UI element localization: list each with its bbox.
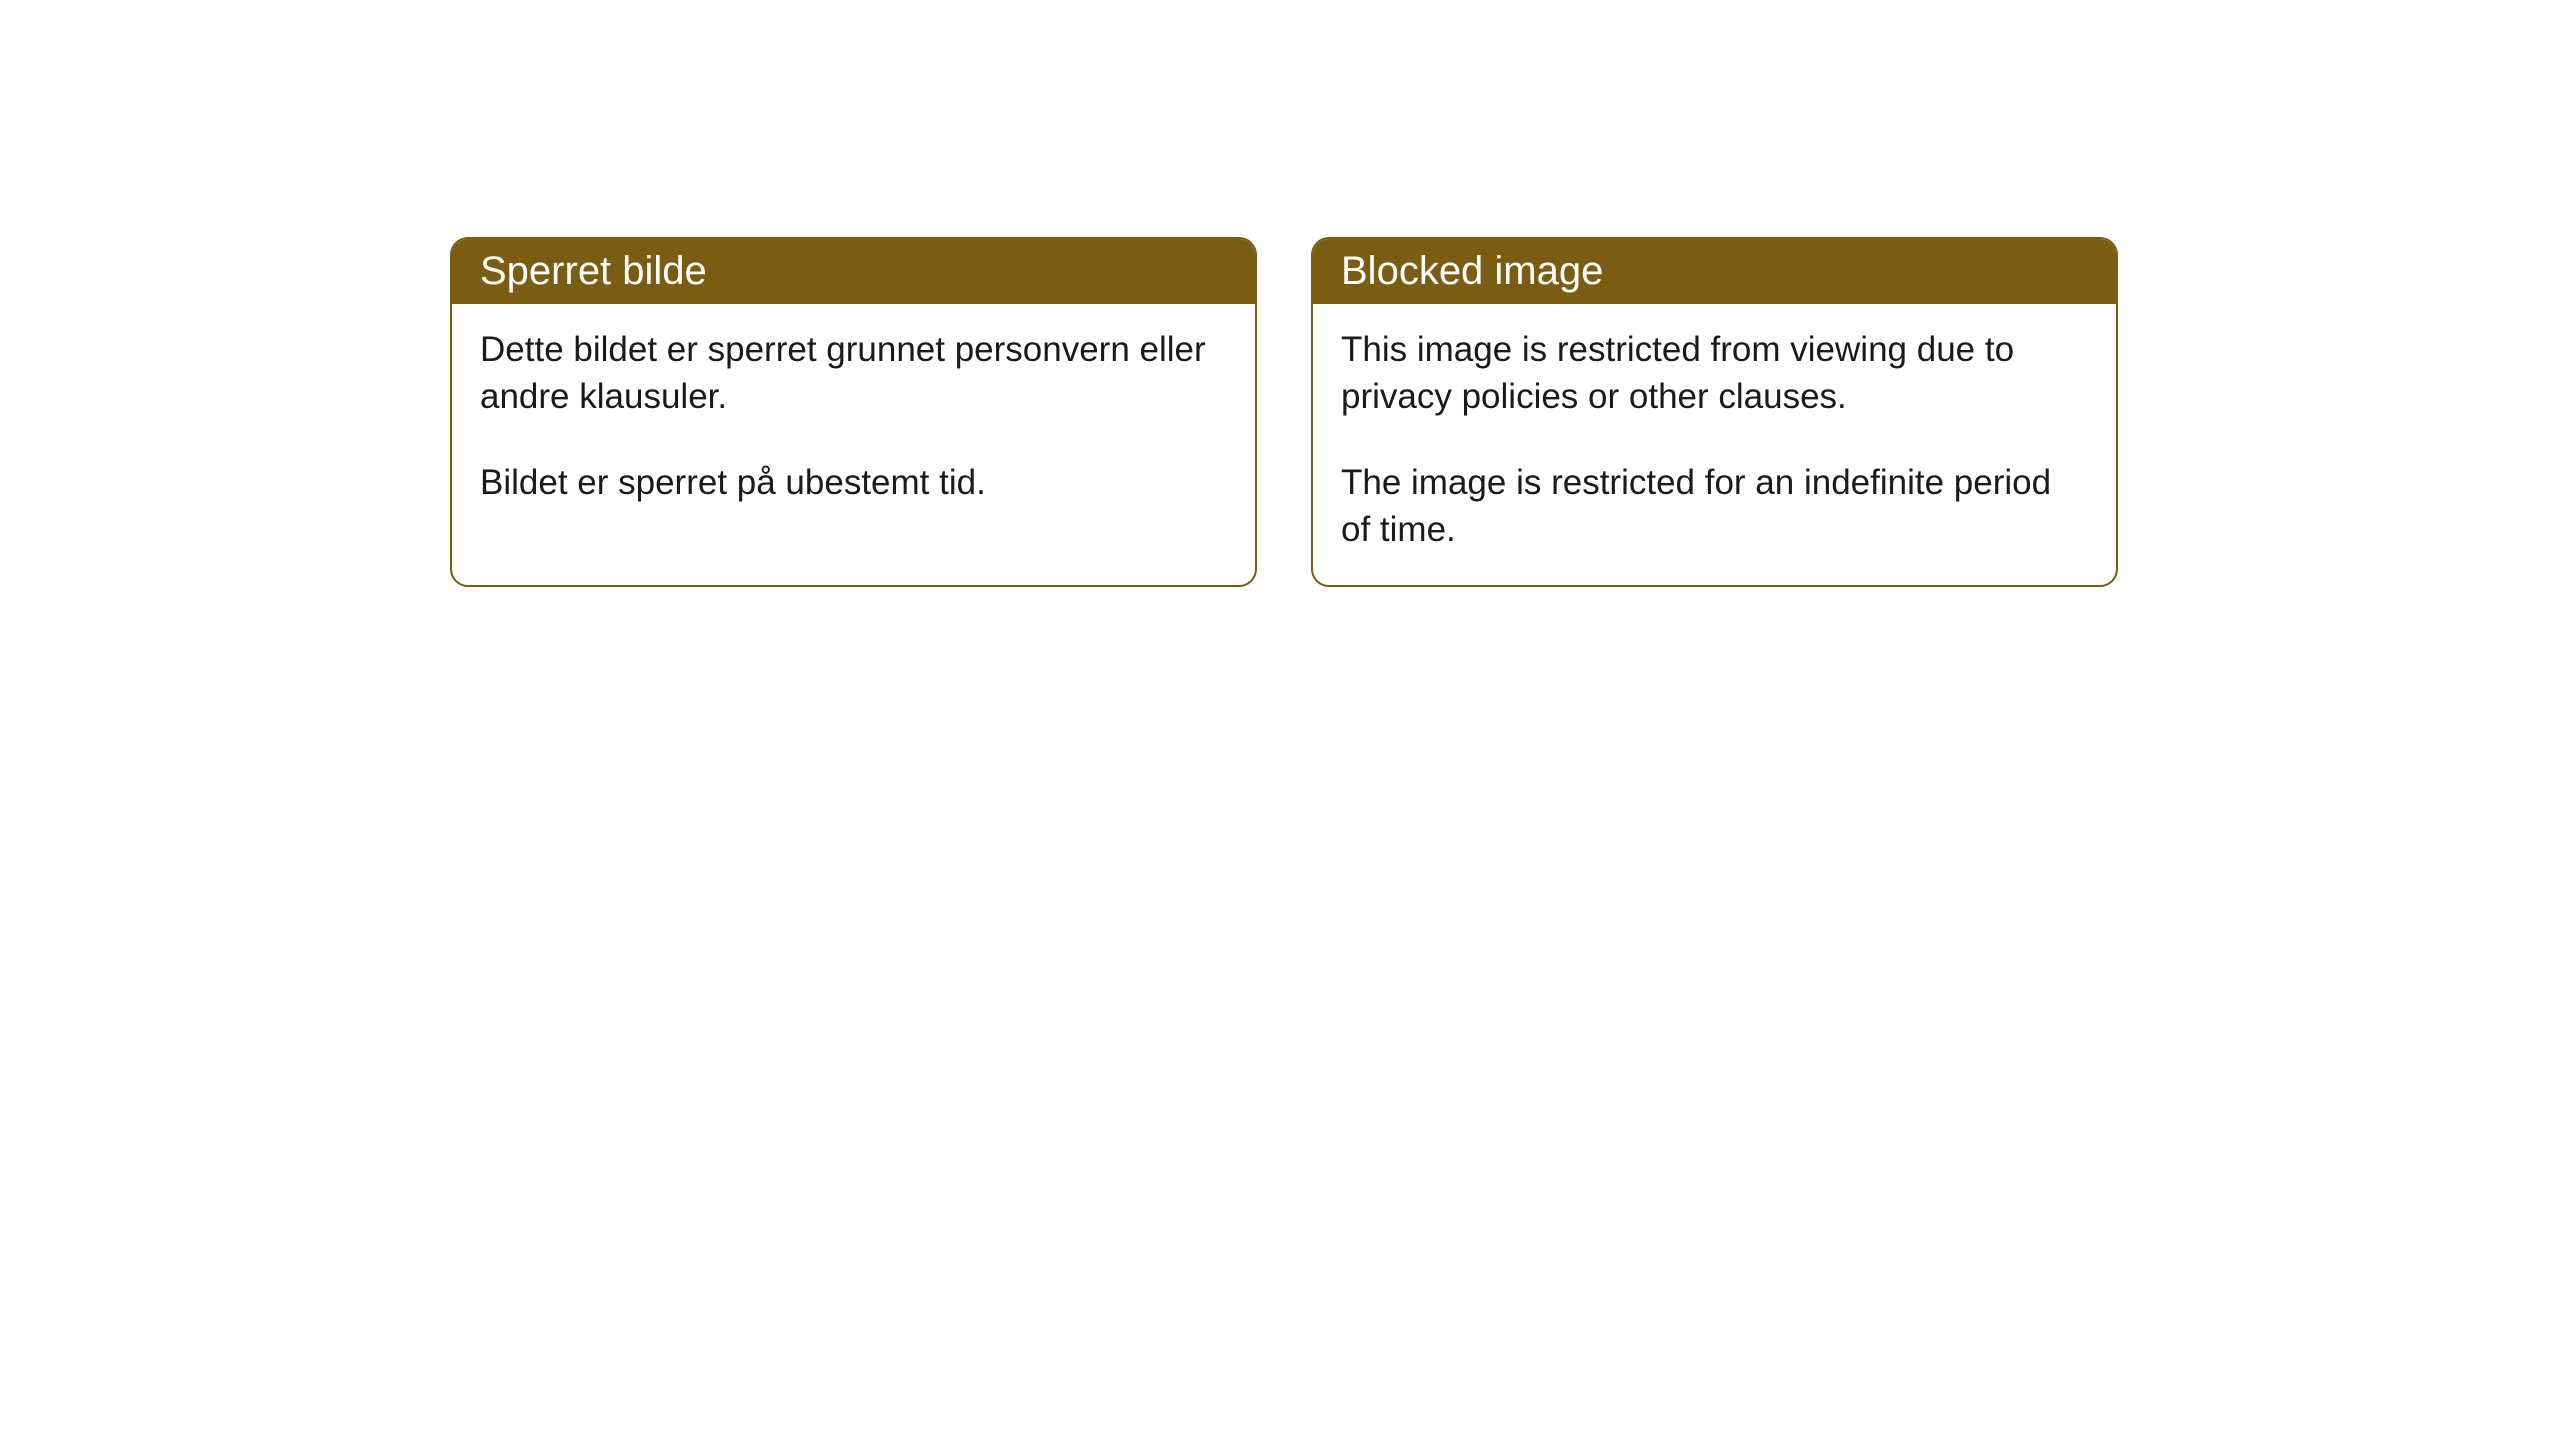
notice-header: Sperret bilde: [452, 239, 1255, 304]
notice-body: Dette bildet er sperret grunnet personve…: [452, 304, 1255, 538]
notice-paragraph-2: Bildet er sperret på ubestemt tid.: [480, 459, 1227, 506]
notice-card-norwegian: Sperret bilde Dette bildet er sperret gr…: [450, 237, 1257, 587]
notice-body: This image is restricted from viewing du…: [1313, 304, 2116, 585]
notice-card-english: Blocked image This image is restricted f…: [1311, 237, 2118, 587]
notice-container: Sperret bilde Dette bildet er sperret gr…: [450, 237, 2118, 587]
notice-paragraph-1: This image is restricted from viewing du…: [1341, 326, 2088, 421]
notice-header: Blocked image: [1313, 239, 2116, 304]
notice-paragraph-2: The image is restricted for an indefinit…: [1341, 459, 2088, 554]
notice-paragraph-1: Dette bildet er sperret grunnet personve…: [480, 326, 1227, 421]
